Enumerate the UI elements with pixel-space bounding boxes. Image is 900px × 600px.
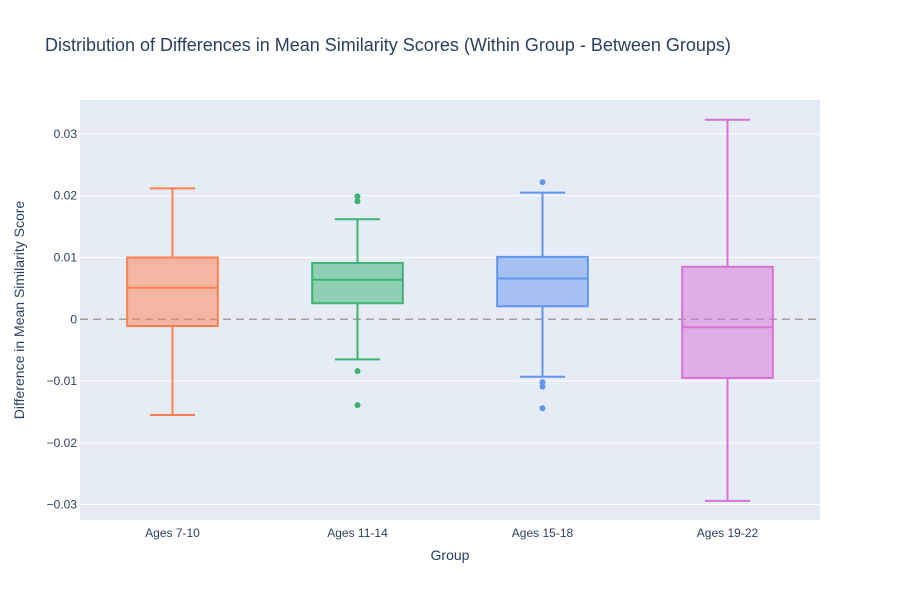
x-tick-labels: Ages 7-10 Ages 11-14 Ages 15-18 Ages 19-22 <box>145 526 758 540</box>
y-tick-label: −0.01 <box>47 374 78 388</box>
outlier-point <box>354 402 361 409</box>
y-axis-title: Difference in Mean Similarity Score <box>11 201 27 420</box>
y-tick-label: 0.02 <box>54 189 78 203</box>
outlier-point <box>354 193 361 200</box>
chart-title: Distribution of Differences in Mean Simi… <box>45 35 731 55</box>
box-group[interactable] <box>311 193 404 409</box>
outlier-point <box>539 383 546 390</box>
box-group[interactable] <box>496 179 589 412</box>
x-tick-label: Ages 19-22 <box>697 526 759 540</box>
x-tick-label: Ages 15-18 <box>512 526 574 540</box>
y-tick-label: −0.03 <box>47 498 78 512</box>
outlier-point <box>354 198 361 205</box>
y-tick-label: −0.02 <box>47 436 78 450</box>
x-axis-title: Group <box>431 547 470 563</box>
outlier-point <box>539 379 546 386</box>
box-iqr <box>681 265 774 379</box>
y-tick-label: 0.03 <box>54 127 78 141</box>
box-iqr <box>311 262 404 305</box>
outlier-point <box>354 368 361 375</box>
box-iqr <box>126 256 219 328</box>
x-tick-label: Ages 11-14 <box>327 526 388 540</box>
y-tick-label: 0 <box>70 312 77 326</box>
outlier-point <box>539 179 546 186</box>
y-tick-labels: 0.03 0.02 0.01 0 −0.01 −0.02 −0.03 <box>47 127 78 512</box>
box-group[interactable] <box>681 118 774 502</box>
x-tick-label: Ages 7-10 <box>145 526 200 540</box>
boxes <box>126 118 774 502</box>
y-tick-label: 0.01 <box>54 251 78 265</box>
outlier-point <box>539 405 546 412</box>
box-iqr <box>496 255 589 308</box>
box-group[interactable] <box>126 187 219 416</box>
